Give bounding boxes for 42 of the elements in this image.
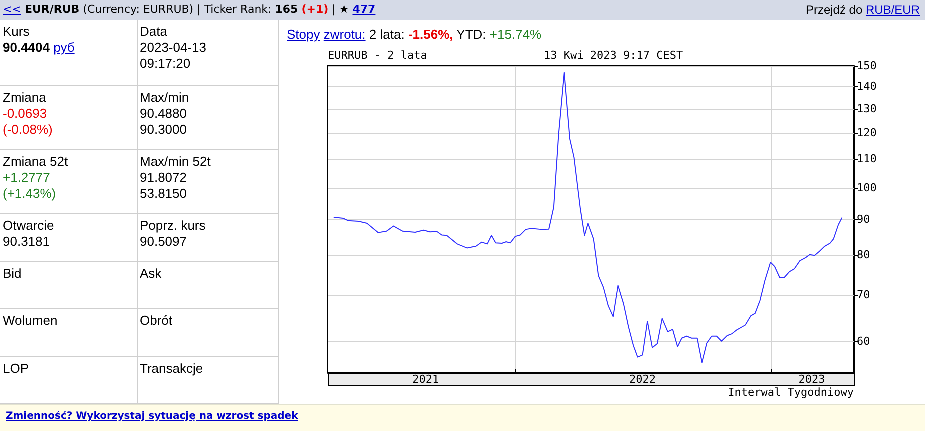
x-tick-label: 2023 [798, 373, 826, 386]
text: Obrót [140, 313, 173, 328]
y-tick-label: 120 [857, 126, 877, 140]
y-tick-label: 130 [857, 102, 877, 116]
text: EUR/RUB [24, 3, 80, 16]
x-tick-label: 2022 [630, 373, 656, 386]
text: Wolumen [3, 313, 58, 328]
text: Bid [3, 266, 22, 281]
y-tick-label: 150 [857, 60, 877, 72]
text: 477 [352, 3, 376, 16]
text: Max/min 90.4880 90.3000 [140, 90, 190, 137]
chart-subtitle: 13 Kwi 2023 9:17 CEST [544, 49, 684, 62]
text: Zmiana 52t +1.2777 (+1.43%) [3, 154, 68, 201]
text: Max/min 52t 91.8072 53.8150 [140, 154, 211, 201]
y-tick-label: 60 [857, 334, 870, 348]
text: (+1) [302, 3, 329, 16]
text: (Currency: EURRUB) | Ticker Rank: [83, 3, 272, 16]
text: Kurs 90.4404 руб [3, 24, 75, 55]
text: Zmienność? Wykorzystaj sytuację na wzrost spadek [6, 411, 298, 422]
y-tick-label: 90 [857, 213, 870, 226]
text: Ask [140, 266, 162, 281]
text: 165 [275, 3, 298, 16]
text: | ★ [332, 3, 350, 16]
text: LOP [3, 361, 30, 376]
text: Zmiana -0.0693 (-0.08%) [3, 90, 53, 137]
text: Data 2023-04-13 09:17:20 [140, 24, 206, 71]
y-tick-label: 110 [857, 152, 877, 166]
text: Stopy zwrotu: 2 lata: -1.56%, YTD: +15.74% [287, 27, 542, 42]
text: Przejdź do [806, 3, 863, 17]
x-tick-label: 2021 [412, 373, 440, 386]
chart-title: EURRUB - 2 lata [328, 49, 428, 62]
y-tick-label: 80 [857, 248, 870, 262]
text: << [3, 3, 22, 16]
text: RUB/EUR [866, 3, 920, 17]
text: Otwarcie 90.3181 [3, 218, 54, 249]
line-series [334, 72, 843, 364]
text: Poprz. kurs 90.5097 [140, 218, 206, 249]
text: Transakcje [140, 361, 204, 376]
y-tick-label: 140 [857, 80, 877, 94]
y-tick-label: 100 [857, 181, 877, 194]
y-tick-label: 70 [857, 288, 870, 302]
text: Interwal Tygodniowy [728, 386, 854, 399]
